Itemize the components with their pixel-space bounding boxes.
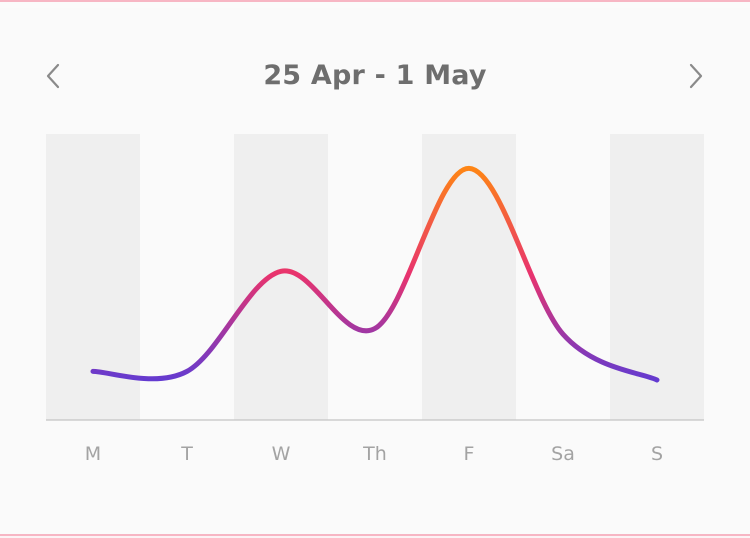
next-week-button[interactable] — [675, 56, 715, 96]
column-band-s — [610, 134, 704, 420]
day-label-w: W — [272, 443, 291, 465]
day-label-t: T — [180, 443, 193, 465]
series-line — [90, 165, 660, 383]
day-label-sa: Sa — [551, 443, 575, 465]
week-range-title: 25 Apr - 1 May — [263, 60, 487, 91]
week-header: 25 Apr - 1 May — [0, 52, 750, 100]
column-band-f — [422, 134, 516, 420]
day-label-s: S — [651, 443, 663, 465]
chevron-right-icon — [689, 63, 703, 89]
chevron-left-icon — [46, 63, 60, 89]
previous-week-button[interactable] — [34, 56, 74, 96]
day-label-th: Th — [362, 443, 387, 465]
day-label-m: M — [85, 443, 101, 465]
column-band-w — [234, 134, 328, 420]
day-label-f: F — [464, 443, 475, 465]
